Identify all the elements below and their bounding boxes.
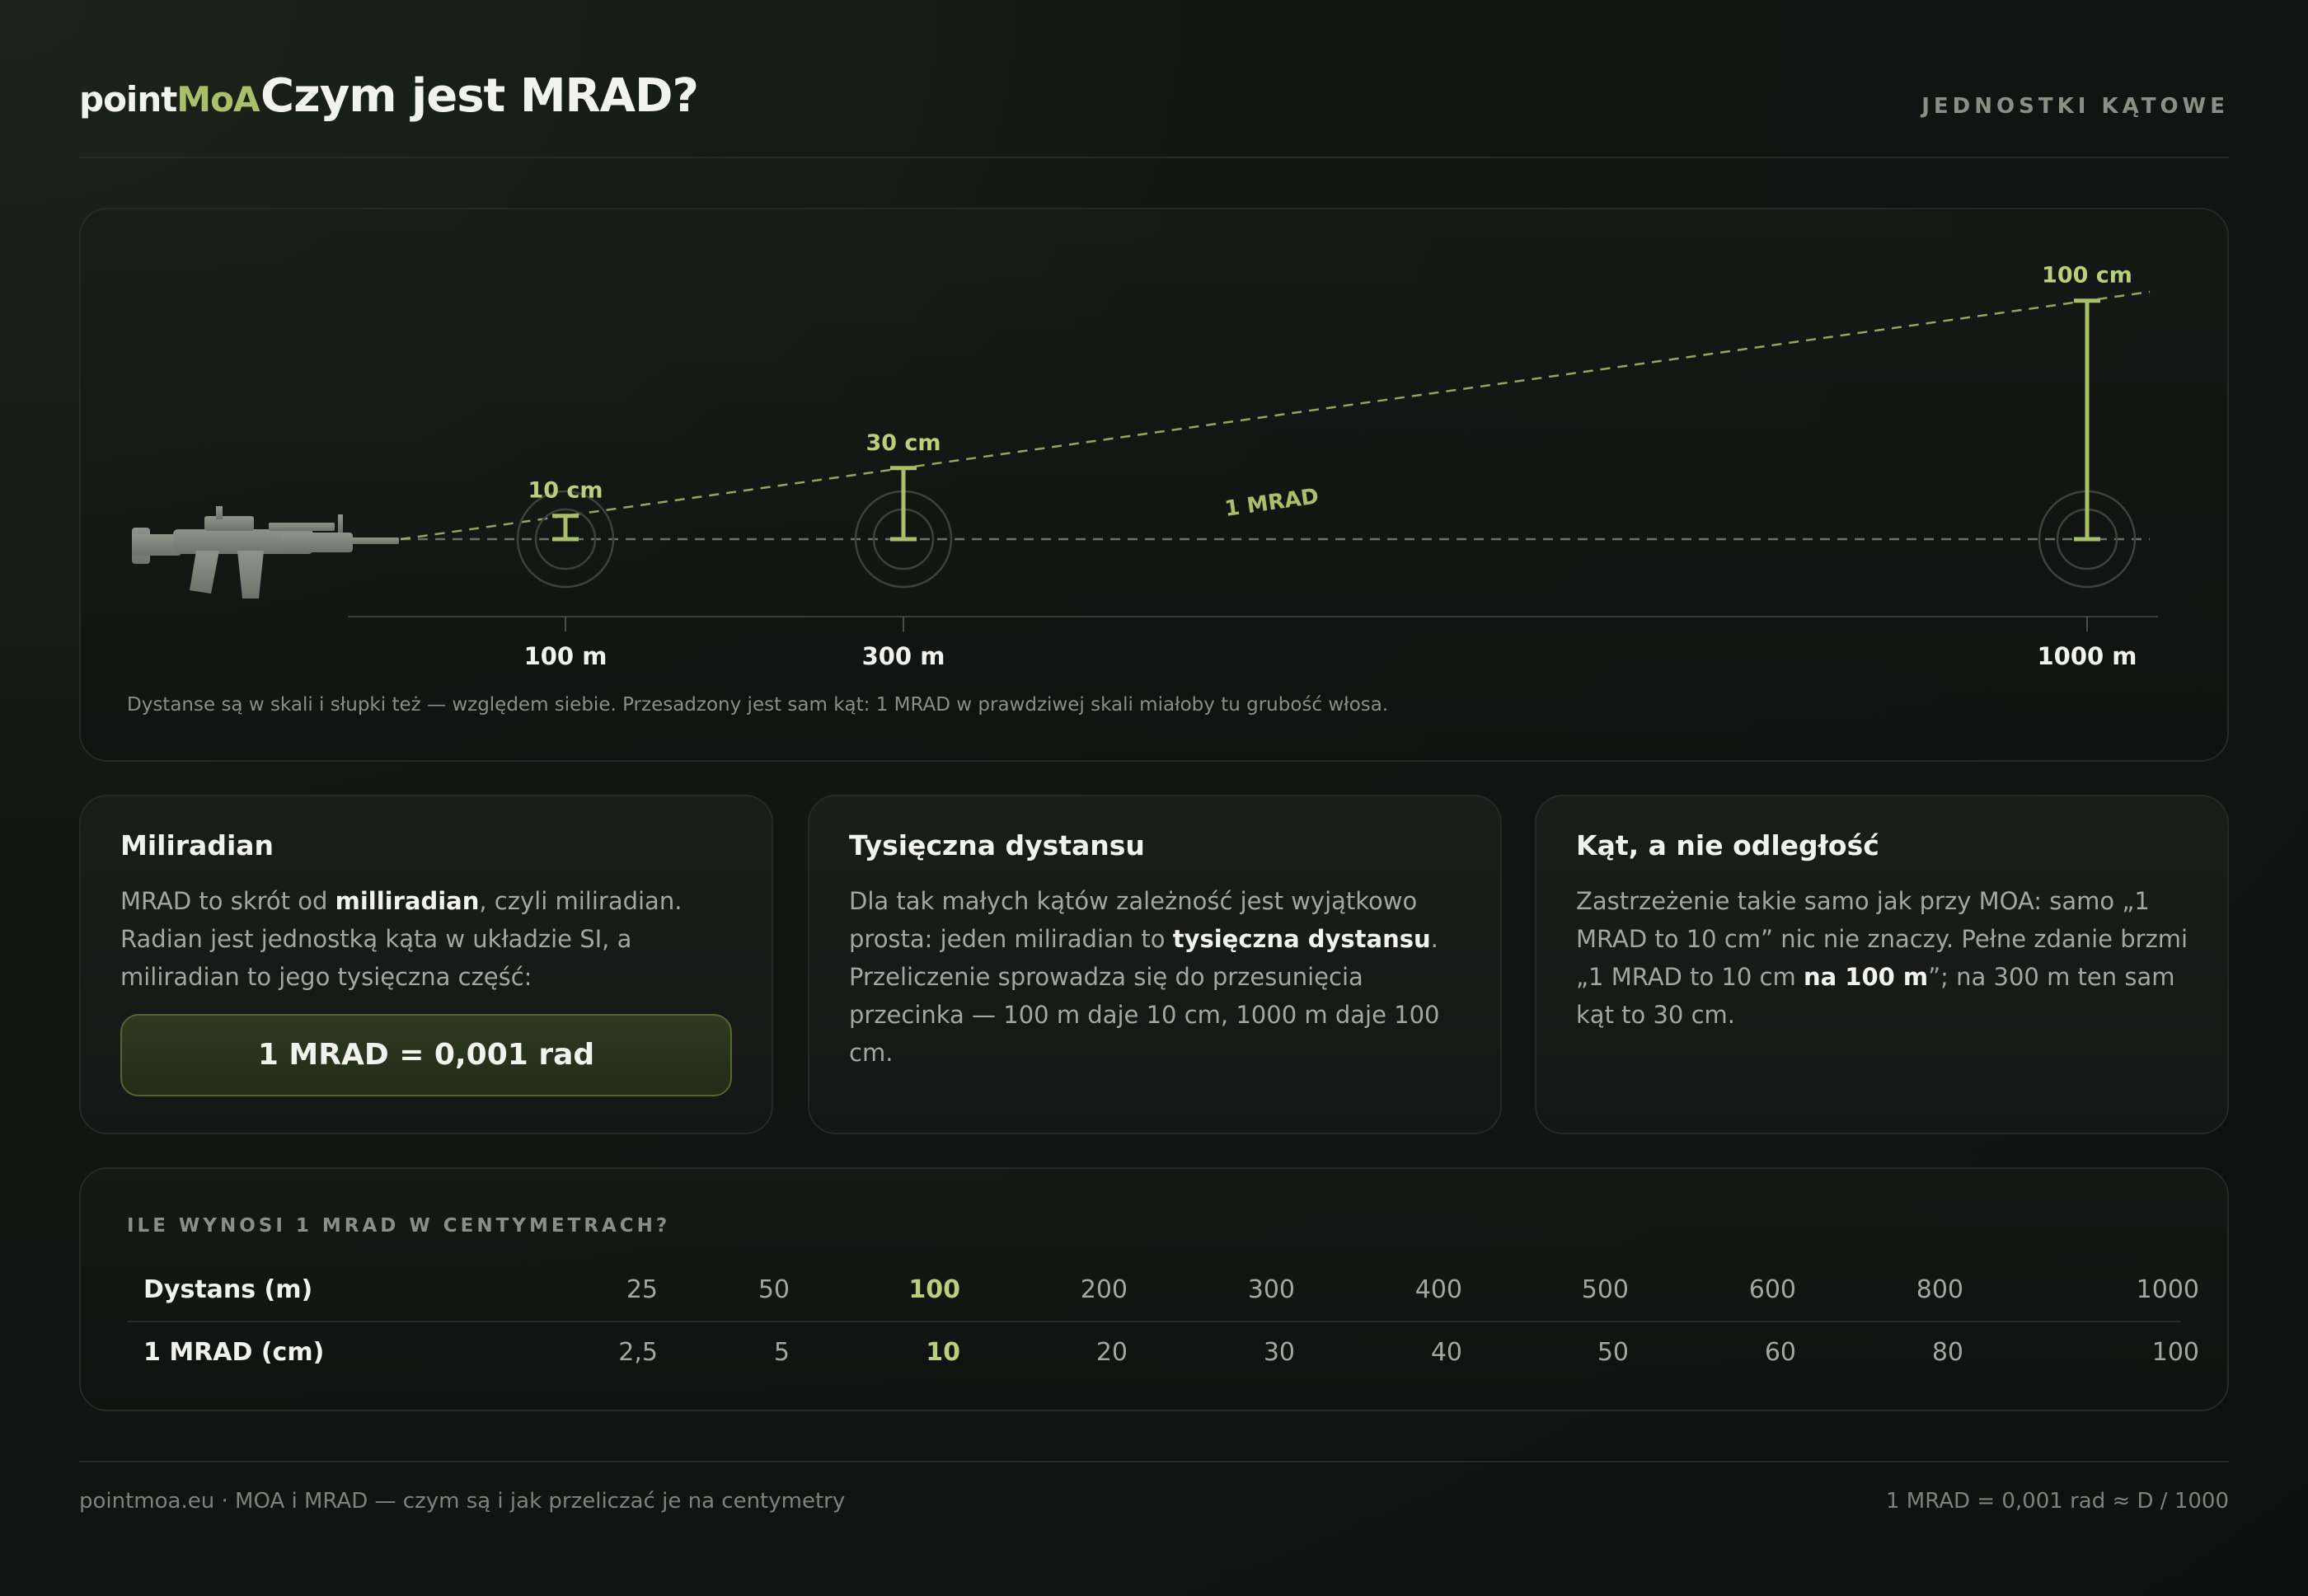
distance-label: 100 m	[524, 642, 607, 670]
target-1: 10 cm 100 m	[516, 478, 615, 670]
distance-cell: 300	[1247, 1275, 1295, 1304]
body-text: MRAD to skrót od	[120, 887, 335, 915]
emphasis-text: milliradian	[335, 887, 480, 915]
distance-cell: 600	[1748, 1275, 1796, 1304]
distance-cell: 200	[1080, 1275, 1128, 1304]
target-3: 100 cm 1000 m	[2037, 263, 2137, 670]
body-text: Zastrzeżenie takie samo jak przy MOA: sa…	[1576, 887, 2188, 991]
info-card-miliradian: Miliradian MRAD to skrót od milliradian,…	[79, 795, 773, 1134]
card-text: Dla tak małych kątów zależność jest wyją…	[849, 882, 1475, 1072]
size-label: 100 cm	[2042, 263, 2132, 289]
mrad-diagram-card: 1 MRAD 10 cm 100 m 30 cm 300 m 100 cm 1000 m …	[79, 208, 2229, 762]
target-ring-outer	[516, 490, 615, 589]
distance-cell: 25	[626, 1275, 658, 1304]
card-title: Kąt, a nie odległość	[1576, 829, 1879, 861]
mrad-cm-cell: 10	[926, 1338, 960, 1367]
mrad-cm-cell: 40	[1430, 1338, 1462, 1367]
table-row-distance: Dystans (m) 25 50 100 200 300 400 500 600 800 100…	[127, 1260, 2199, 1322]
page-title: Czym jest MRAD?	[260, 69, 699, 123]
distance-cell: 800	[1916, 1275, 1963, 1304]
mrad-cm-cell: 5	[773, 1338, 790, 1367]
mrad-angle-line	[400, 290, 2151, 541]
mrad-diagram: 1 MRAD 10 cm 100 m 30 cm 300 m 100 cm 1000 m	[132, 263, 2158, 670]
body-text: Dla tak małych kątów zależność jest wyją…	[849, 887, 1418, 953]
distance-cell: 100	[908, 1275, 960, 1304]
page: pointMoA Czym jest MRAD? JEDNOSTKI KĄTOW…	[79, 0, 2229, 1596]
footer-source: pointmoa.eu · MOA i MRAD — czym są i jak…	[79, 1489, 846, 1514]
table-label: ILE WYNOSI 1 MRAD W CENTYMETRACH?	[127, 1215, 671, 1237]
section-tagline: JEDNOSTKI KĄTOWE	[1921, 94, 2229, 119]
mrad-cm-cell: 100	[2151, 1338, 2199, 1367]
distance-label: 300 m	[862, 642, 945, 670]
card-text: MRAD to skrót od milliradian, czyli mili…	[120, 882, 747, 996]
diagram-note: Dystanse są w skali i słupki też — wzglę…	[127, 694, 1389, 716]
footer: pointmoa.eu · MOA i MRAD — czym są i jak…	[79, 1461, 2229, 1545]
body-text: ”; na 300 m ten sam kąt to 30 cm.	[1576, 963, 2175, 1029]
logo-text: point	[79, 79, 177, 120]
formula-box: 1 MRAD = 0,001 rad	[120, 1014, 732, 1096]
footer-formula: 1 MRAD = 0,001 rad ≈ D / 1000	[1886, 1489, 2229, 1514]
conversion-table-card: ILE WYNOSI 1 MRAD W CENTYMETRACH? Dystan…	[79, 1167, 2229, 1411]
mrad-cm-cell: 30	[1263, 1338, 1295, 1367]
info-card-kat: Kąt, a nie odległość Zastrzeżenie takie …	[1535, 795, 2229, 1134]
size-label: 10 cm	[528, 478, 603, 504]
distance-cell: 50	[758, 1275, 790, 1304]
info-card-tysieczna: Tysięczna dystansu Dla tak małych kątów …	[808, 795, 1502, 1134]
card-title: Miliradian	[120, 829, 274, 861]
target-2: 30 cm 300 m	[854, 430, 953, 670]
body-text: . Przeliczenie sprowadza się do przesuni…	[849, 925, 1440, 1067]
size-label: 30 cm	[866, 430, 941, 456]
emphasis-text: na 100 m	[1803, 963, 1929, 991]
card-title: Tysięczna dystansu	[849, 829, 1145, 861]
header: pointMoA Czym jest MRAD? JEDNOSTKI KĄTOW…	[79, 66, 2229, 158]
mrad-cm-cell: 60	[1764, 1338, 1796, 1367]
mrad-cm-cell: 50	[1597, 1338, 1629, 1367]
distance-cell: 400	[1414, 1275, 1462, 1304]
targets: 10 cm 100 m 30 cm 300 m 100 cm 1000 m	[516, 263, 2137, 670]
target-ring-inner	[534, 508, 597, 570]
rifle-icon	[132, 506, 399, 598]
card-text: Zastrzeżenie takie samo jak przy MOA: sa…	[1576, 882, 2202, 1034]
angle-label: 1 MRAD	[1223, 484, 1321, 522]
mrad-cm-cell: 2,5	[618, 1338, 658, 1367]
body-text: , czyli miliradian. Radian jest jednostk…	[120, 887, 683, 991]
mrad-cm-cell: 80	[1931, 1338, 1963, 1367]
distance-label: 1000 m	[2037, 642, 2137, 670]
logo[interactable]: pointMoA	[79, 79, 260, 120]
emphasis-text: tysięczna dystansu	[1172, 925, 1431, 953]
logo-accent-text: MoA	[176, 79, 260, 120]
distance-cell: 500	[1581, 1275, 1629, 1304]
row-header: Dystans (m)	[143, 1275, 313, 1304]
distance-cell: 1000	[2136, 1275, 2199, 1304]
mrad-cm-cell: 20	[1095, 1338, 1128, 1367]
table-row-mrad: 1 MRAD (cm) 2,5 5 10 20 30 40 50 60 80 100	[127, 1322, 2199, 1383]
row-header: 1 MRAD (cm)	[143, 1338, 325, 1367]
